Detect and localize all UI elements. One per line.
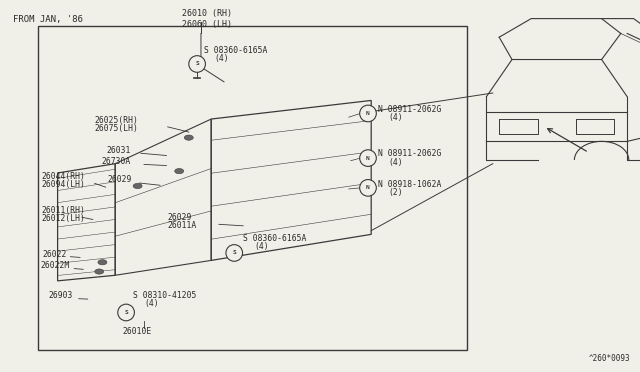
Text: 26903: 26903 [48, 291, 72, 300]
Ellipse shape [360, 150, 376, 166]
Text: S 08360-6165A: S 08360-6165A [204, 46, 267, 55]
Text: 26075(LH): 26075(LH) [95, 124, 139, 133]
Text: 26010E: 26010E [123, 327, 152, 336]
Circle shape [175, 169, 184, 174]
Text: 26012(LH): 26012(LH) [42, 214, 86, 223]
Text: 26022M: 26022M [40, 261, 70, 270]
Text: (4): (4) [388, 113, 403, 122]
Text: 26094(LH): 26094(LH) [42, 180, 86, 189]
Text: N 08911-2062G: N 08911-2062G [378, 149, 441, 158]
Text: N: N [366, 155, 370, 161]
Text: (4): (4) [214, 54, 229, 63]
Text: (4): (4) [255, 242, 269, 251]
Text: 26025(RH): 26025(RH) [95, 116, 139, 125]
Ellipse shape [226, 245, 243, 261]
Text: 26044(RH): 26044(RH) [42, 172, 86, 181]
Text: S: S [124, 310, 128, 315]
Circle shape [98, 260, 107, 265]
Circle shape [184, 135, 193, 140]
Text: N: N [366, 185, 370, 190]
Text: (4): (4) [388, 158, 403, 167]
Text: N: N [366, 111, 370, 116]
Text: S 08360-6165A: S 08360-6165A [243, 234, 307, 243]
Text: 26730A: 26730A [101, 157, 131, 166]
Text: 26022: 26022 [43, 250, 67, 259]
Text: (4): (4) [145, 299, 159, 308]
Text: ^260*0093: ^260*0093 [589, 354, 630, 363]
Ellipse shape [360, 105, 376, 122]
Text: 26060 (LH): 26060 (LH) [182, 20, 232, 29]
Bar [38, 26, 467, 350]
Ellipse shape [360, 180, 376, 196]
Text: N 08918-1062A: N 08918-1062A [378, 180, 441, 189]
Text: 26011A: 26011A [168, 221, 197, 230]
Circle shape [133, 183, 142, 189]
Text: S: S [195, 61, 199, 67]
Text: S: S [232, 250, 236, 256]
Text: S 08310-41205: S 08310-41205 [133, 291, 196, 299]
Text: (2): (2) [388, 188, 403, 197]
Ellipse shape [189, 56, 205, 72]
Text: 26031: 26031 [107, 145, 131, 154]
Text: N 08911-2062G: N 08911-2062G [378, 105, 441, 113]
Text: 26029: 26029 [108, 175, 132, 184]
Text: 26010 (RH): 26010 (RH) [182, 9, 232, 18]
Circle shape [95, 269, 104, 274]
Text: FROM JAN, '86: FROM JAN, '86 [13, 15, 83, 24]
Text: 26011(RH): 26011(RH) [42, 206, 86, 215]
Text: 26029: 26029 [168, 213, 192, 222]
Ellipse shape [118, 304, 134, 321]
